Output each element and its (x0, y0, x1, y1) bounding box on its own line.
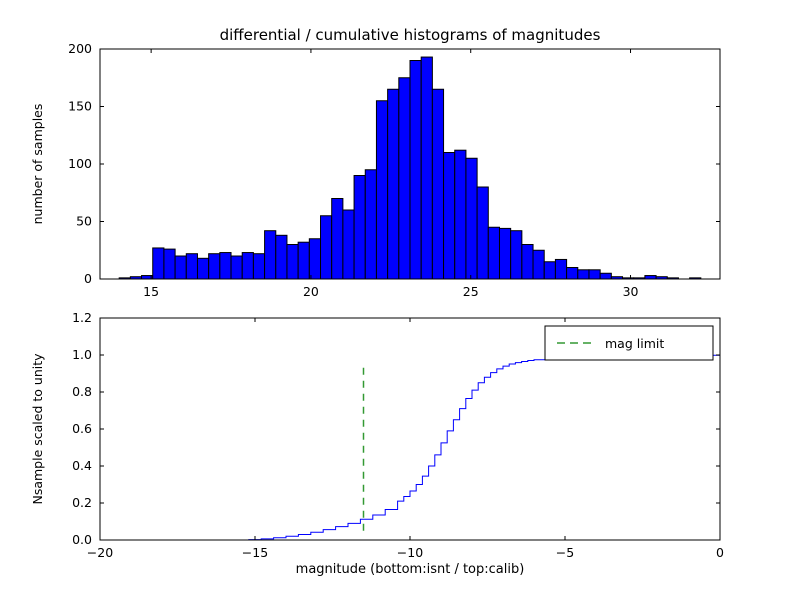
y-tick-label: 50 (76, 214, 92, 229)
y-tick-label: 200 (68, 41, 92, 56)
histogram-bar (443, 152, 456, 280)
histogram-bar (387, 88, 400, 280)
y-tick-label: 100 (68, 156, 92, 171)
histogram-bar (185, 253, 198, 280)
histogram-bar (431, 88, 445, 280)
histogram-bar (476, 186, 489, 280)
histogram-bar (398, 77, 411, 280)
y-tick-label: 1.2 (72, 310, 92, 325)
histogram-bar (152, 247, 165, 280)
histogram-bar (230, 255, 243, 280)
histogram-bar (252, 253, 266, 280)
histogram-bar (308, 238, 322, 280)
histogram-bar (599, 272, 612, 280)
y-tick-label: 0.8 (72, 384, 92, 399)
histogram-bar (454, 149, 467, 280)
x-tick-label: 30 (623, 284, 639, 299)
histogram-bar (577, 269, 590, 280)
histogram-bar (521, 244, 534, 280)
y-tick-label: 0 (84, 271, 92, 286)
x-axis-label: magnitude (bottom:isnt / top:calib) (295, 562, 525, 577)
histogram-bar (588, 269, 601, 280)
x-tick-label: −20 (87, 545, 113, 560)
legend-label: mag limit (605, 336, 664, 351)
x-tick-label: 15 (143, 284, 159, 299)
histogram-bar (196, 257, 210, 280)
x-tick-label: 20 (303, 284, 319, 299)
y-tick-label: 0.4 (72, 458, 92, 473)
histogram-bar (174, 255, 187, 280)
y-tick-label: 0.6 (72, 421, 92, 436)
y-tick-label: 0.2 (72, 495, 92, 510)
histogram-bar (465, 157, 478, 280)
histogram-bar (554, 258, 568, 280)
y-axis-label-bottom: Nsample scaled to unity (30, 353, 45, 505)
histogram-bar (566, 267, 579, 280)
histogram-bar (375, 100, 389, 280)
legend: mag limit (544, 325, 714, 361)
histogram-bar (353, 175, 366, 280)
top-axes: 15 20 25 30 0 50 100 150 200 number of samples (30, 41, 721, 299)
x-tick-label: −15 (242, 545, 268, 560)
histogram-bar (297, 241, 310, 280)
x-tick-label: 0 (716, 545, 724, 560)
histogram-bar (510, 230, 523, 280)
histogram-bar (420, 56, 433, 280)
histogram-bar (241, 252, 254, 280)
histogram-bar (364, 169, 377, 280)
cumulative-curve (100, 354, 721, 541)
x-tick-label: 25 (463, 284, 479, 299)
histogram-bar (498, 227, 512, 280)
y-tick-label: 1.0 (72, 347, 92, 362)
histogram-bar (163, 248, 176, 280)
histogram-bar (320, 215, 333, 280)
histogram-bar (219, 252, 232, 280)
y-axis-label-top: number of samples (30, 104, 45, 225)
histogram-bar (487, 226, 500, 280)
chart-title: differential / cumulative histograms of … (219, 26, 601, 44)
histogram-bar (286, 244, 299, 280)
histogram-bar (331, 198, 344, 280)
histogram-bar (208, 253, 221, 280)
histogram-bar (543, 261, 556, 280)
histogram-bar (264, 230, 277, 280)
histogram-bars (118, 56, 702, 280)
y-tick-label: 0.0 (72, 532, 92, 547)
histogram-bar (342, 209, 355, 280)
histogram-bar (532, 249, 545, 280)
y-tick-label: 150 (68, 99, 92, 114)
histogram-bar (409, 60, 422, 280)
x-tick-label: −10 (397, 545, 423, 560)
x-tick-label: −5 (556, 545, 574, 560)
histogram-bar (275, 234, 288, 280)
bottom-axes: −20 −15 −10 −5 0 0.0 0.2 0.4 0.6 0.8 1.0 1.2 Nsample… (30, 310, 724, 560)
histogram-bar (644, 275, 657, 280)
